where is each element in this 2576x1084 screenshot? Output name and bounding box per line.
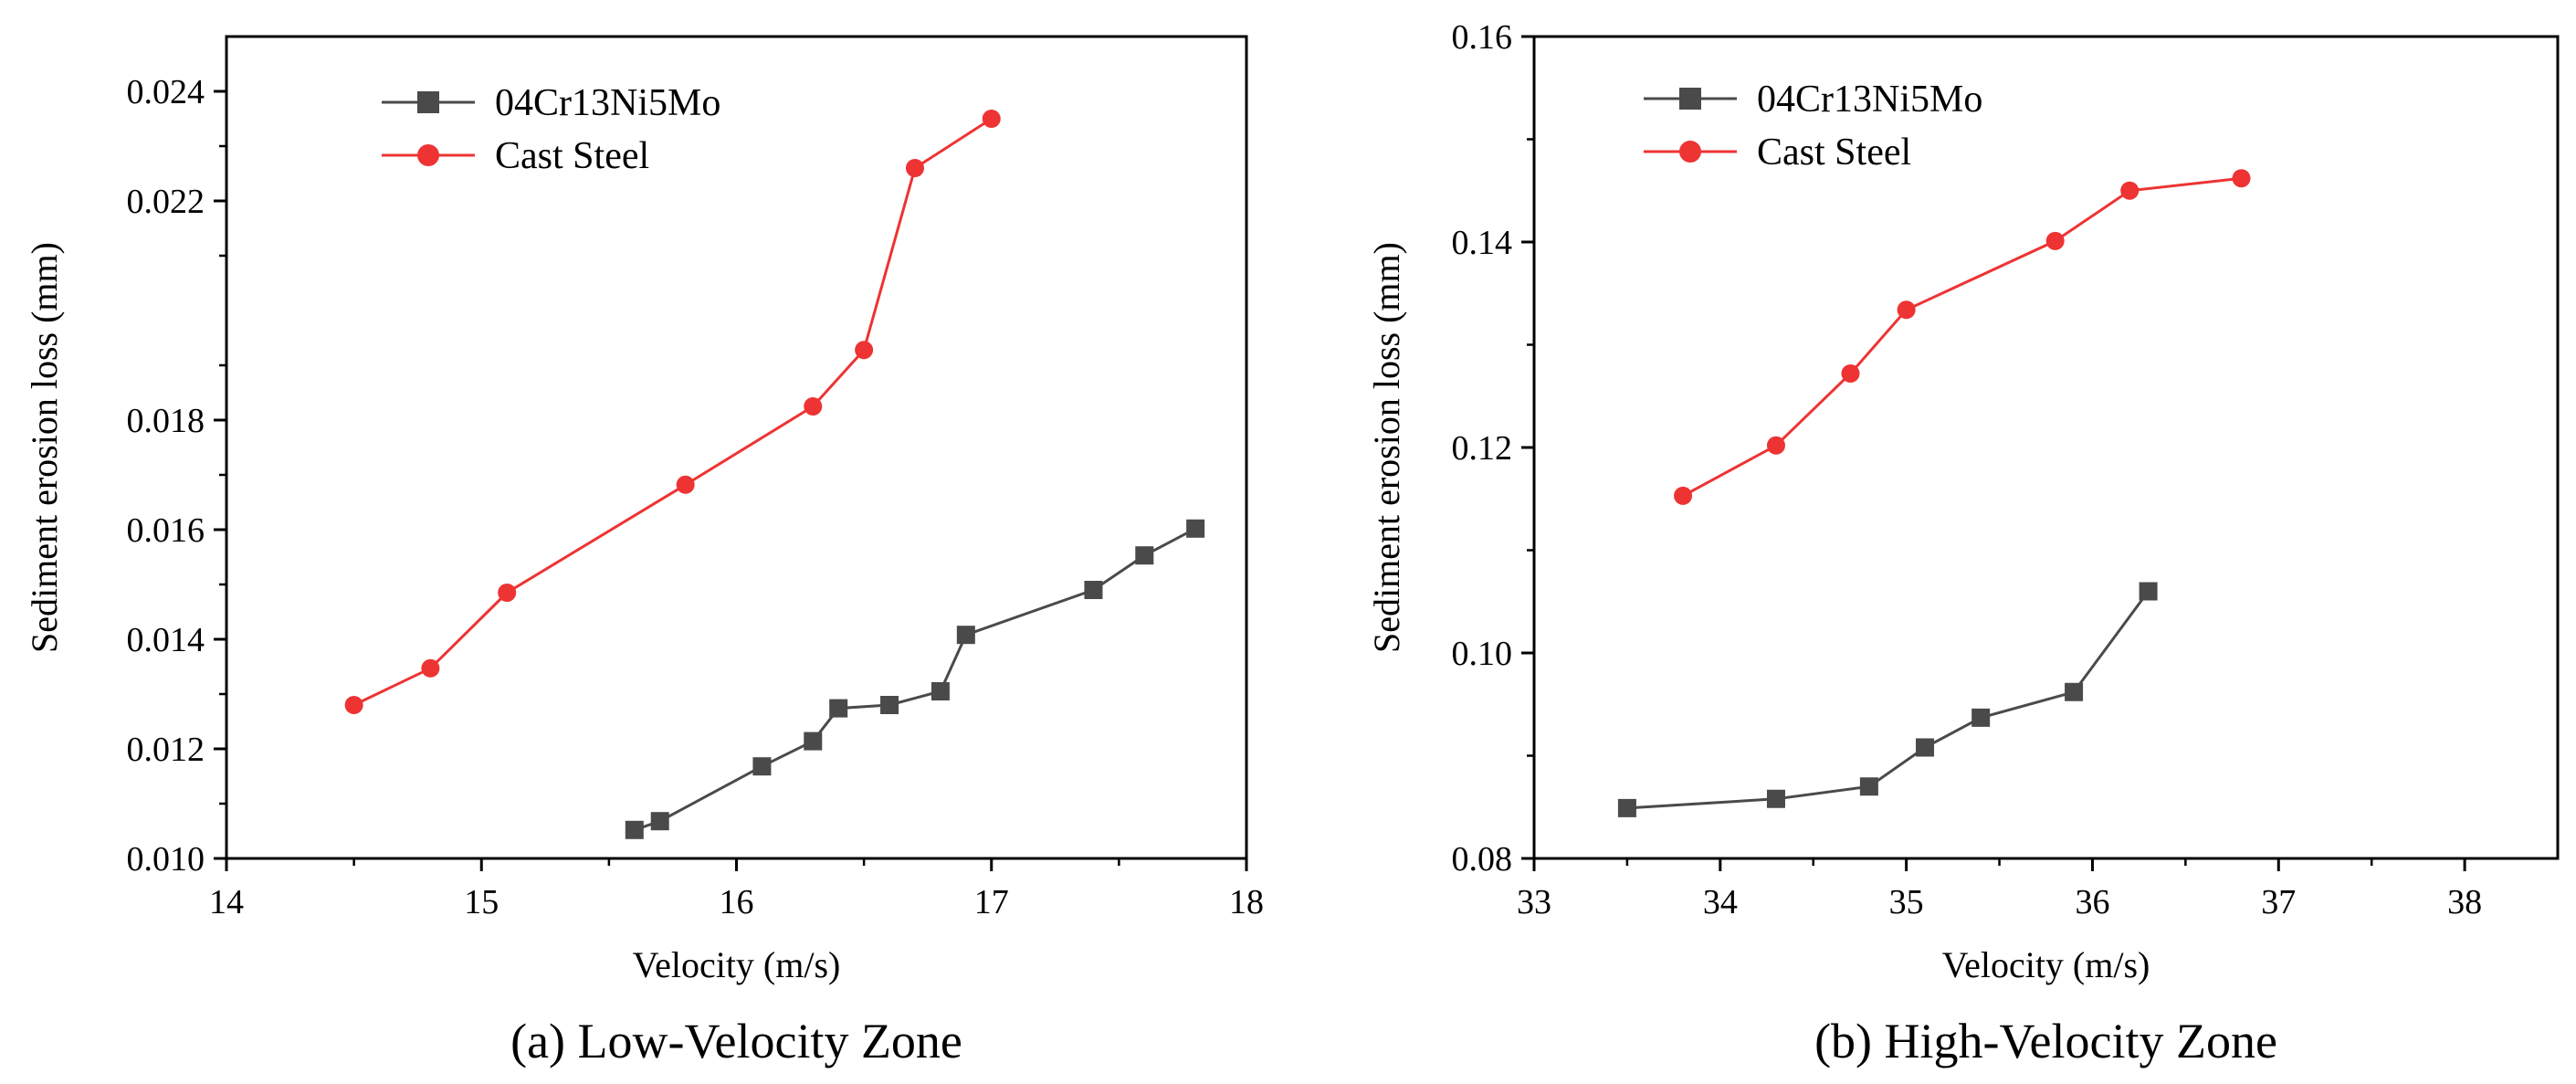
x-tick-label: 16 (720, 883, 754, 921)
plot-frame (225, 35, 1248, 860)
data-point-04cr13ni5mo (1971, 708, 1991, 727)
data-point-cast-steel (855, 341, 874, 360)
data-point-cast-steel (1766, 436, 1785, 455)
data-point-04cr13ni5mo (1916, 738, 1935, 757)
x-axis-title: Velocity (m/s) (633, 944, 841, 985)
data-point-04cr13ni5mo (625, 820, 644, 839)
data-point-04cr13ni5mo (2065, 682, 2084, 701)
x-tick-label: 18 (1229, 883, 1264, 921)
data-point-04cr13ni5mo (956, 626, 975, 645)
legend-label-cast-steel: Cast Steel (1757, 132, 1911, 174)
axis-ticks: 33 34 35 36 37 38 0.08 0.10 0.12 0.14 0.16 (1452, 18, 2483, 921)
data-point-cast-steel (421, 658, 440, 678)
y-tick-label: 0.08 (1452, 840, 1513, 879)
y-tick-label: 0.024 (127, 73, 205, 111)
data-point-04cr13ni5mo (829, 699, 848, 718)
y-tick-label: 0.16 (1452, 18, 1513, 57)
data-point-04cr13ni5mo (1135, 546, 1154, 565)
legend-label-cast-steel: Cast Steel (495, 135, 649, 177)
y-tick-label: 0.022 (127, 183, 205, 221)
data-point-cast-steel (676, 475, 695, 494)
series-layer (1617, 169, 2251, 817)
axis-ticks: 14 15 16 17 18 0.010 0.012 0.014 0.016 0.018 0.022… (127, 73, 1265, 921)
data-point-cast-steel (804, 397, 823, 416)
data-point-04cr13ni5mo (1617, 798, 1636, 817)
x-axis-title: Velocity (m/s) (1942, 944, 2150, 985)
data-point-cast-steel (2232, 169, 2251, 188)
data-point-04cr13ni5mo (650, 812, 669, 831)
panel-high-velocity: 33 34 35 36 37 38 0.08 0.10 0.12 0.14 0.16 Velocit… (1366, 18, 2560, 1068)
y-tick-label: 0.14 (1452, 224, 1513, 262)
data-point-cast-steel (2120, 181, 2140, 200)
y-tick-label: 0.018 (127, 402, 205, 440)
legend-label-04cr13ni5mo: 04Cr13Ni5Mo (1757, 79, 1982, 121)
data-point-cast-steel (982, 110, 1001, 128)
data-point-cast-steel (344, 696, 363, 714)
data-point-04cr13ni5mo (804, 731, 823, 751)
data-point-cast-steel (1674, 486, 1693, 505)
data-point-04cr13ni5mo (880, 696, 899, 714)
data-point-04cr13ni5mo (1084, 581, 1103, 599)
panel-caption: (a) Low-Velocity Zone (510, 1014, 962, 1068)
series-line-cast-steel (1682, 176, 2242, 498)
legend-label-04cr13ni5mo: 04Cr13Ni5Mo (495, 82, 720, 124)
data-point-04cr13ni5mo (2139, 582, 2158, 601)
data-point-04cr13ni5mo (931, 682, 950, 700)
x-tick-label: 35 (1889, 883, 1924, 921)
x-tick-label: 14 (209, 883, 244, 921)
legend-marker-circle (417, 144, 439, 166)
y-axis-title: Sediment erosion loss (mm) (24, 242, 65, 653)
x-tick-label: 17 (974, 883, 1009, 921)
x-tick-label: 15 (464, 883, 499, 921)
y-tick-label: 0.12 (1452, 429, 1513, 468)
series-line-04cr13ni5mo (634, 527, 1196, 832)
legend: 04Cr13Ni5Mo Cast Steel (1644, 79, 1982, 174)
legend-marker-circle (1679, 141, 1701, 163)
legend-marker-square (417, 91, 439, 113)
data-point-cast-steel (498, 584, 517, 602)
x-tick-label: 36 (2075, 883, 2109, 921)
x-tick-label: 34 (1703, 883, 1738, 921)
series-line-cast-steel (352, 117, 993, 707)
legend-marker-square (1679, 88, 1701, 110)
data-point-cast-steel (1897, 300, 1916, 320)
y-tick-label: 0.014 (127, 621, 205, 659)
data-point-cast-steel (1841, 364, 1860, 383)
legend: 04Cr13Ni5Mo Cast Steel (382, 82, 720, 177)
y-axis-title: Sediment erosion loss (mm) (1366, 242, 1407, 653)
data-point-04cr13ni5mo (1859, 777, 1878, 796)
panel-low-velocity: 14 15 16 17 18 0.010 0.012 0.014 0.016 0.018 0.022… (24, 35, 1265, 1068)
series-layer (344, 110, 1205, 839)
data-point-04cr13ni5mo (1186, 519, 1205, 538)
panel-caption: (b) High-Velocity Zone (1814, 1014, 2277, 1068)
x-tick-label: 33 (1517, 883, 1551, 921)
x-tick-label: 38 (2447, 883, 2482, 921)
data-point-04cr13ni5mo (1766, 789, 1785, 808)
data-point-04cr13ni5mo (752, 757, 772, 776)
y-tick-label: 0.016 (127, 511, 205, 550)
y-tick-label: 0.10 (1452, 635, 1513, 673)
data-point-cast-steel (905, 159, 924, 177)
y-tick-label: 0.010 (127, 840, 205, 879)
y-tick-label: 0.012 (127, 731, 205, 769)
x-tick-label: 37 (2261, 883, 2296, 921)
data-point-cast-steel (2045, 231, 2065, 250)
